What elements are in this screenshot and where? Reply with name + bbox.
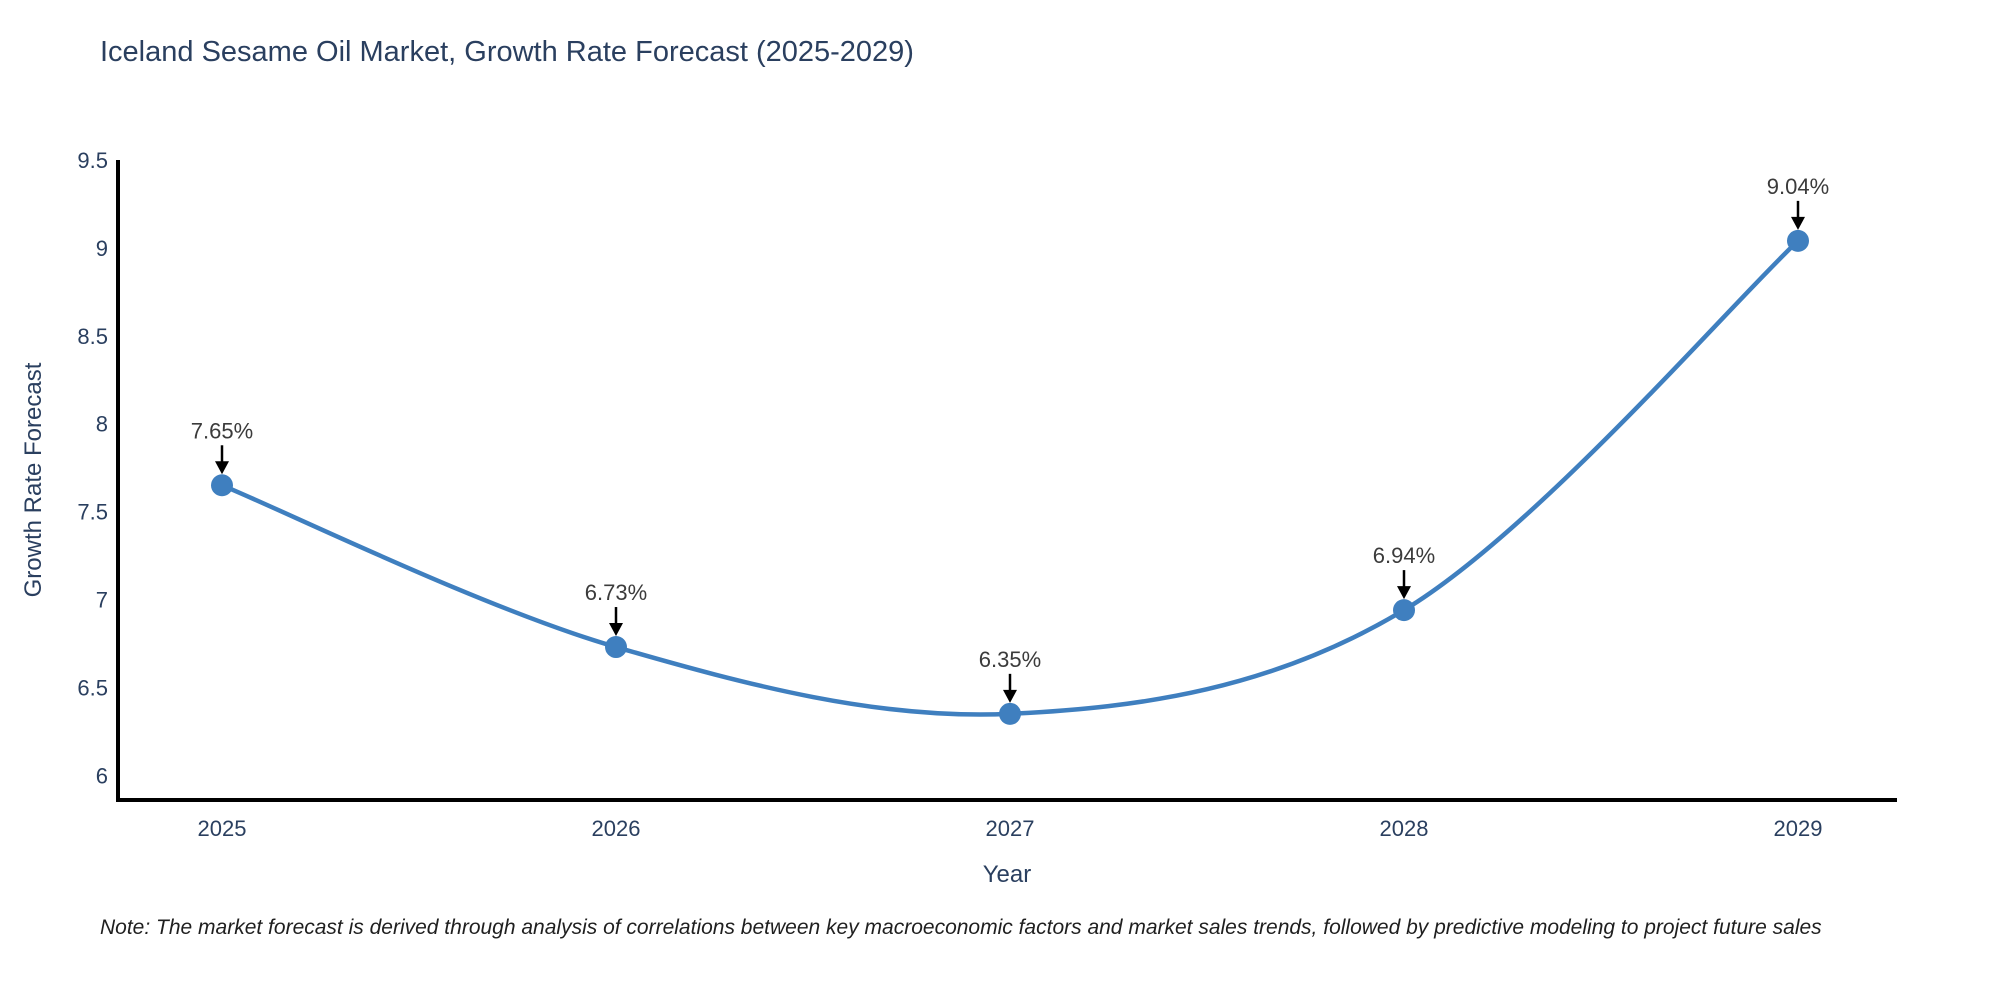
x-tick-label: 2027 <box>986 816 1035 841</box>
y-tick-label: 8 <box>96 412 108 437</box>
point-value-label: 9.04% <box>1767 174 1829 199</box>
chart-title: Iceland Sesame Oil Market, Growth Rate F… <box>100 36 914 68</box>
annotation-arrow-head-icon <box>1003 689 1017 703</box>
y-tick-label: 9 <box>96 236 108 261</box>
x-tick-label: 2025 <box>198 816 247 841</box>
point-value-label: 6.73% <box>585 580 647 605</box>
trend-line <box>219 238 1801 717</box>
x-tick-label: 2029 <box>1774 816 1823 841</box>
point-value-label: 6.35% <box>979 647 1041 672</box>
footnote: Note: The market forecast is derived thr… <box>100 916 1822 939</box>
y-tick-label: 9.5 <box>77 148 108 173</box>
data-point-marker <box>999 702 1021 725</box>
data-point-marker <box>605 636 627 659</box>
annotation-arrow-head-icon <box>215 461 229 475</box>
y-tick-label: 7 <box>96 588 108 613</box>
data-point-marker <box>1393 599 1415 622</box>
point-value-label: 6.94% <box>1373 543 1435 568</box>
data-point-marker <box>211 474 233 497</box>
y-tick-label: 8.5 <box>77 324 108 349</box>
y-tick-label: 7.5 <box>77 500 108 525</box>
y-tick-label: 6.5 <box>77 675 108 700</box>
annotation-arrow-head-icon <box>609 623 623 637</box>
annotation-arrow-head-icon <box>1397 586 1411 600</box>
x-tick-label: 2028 <box>1380 816 1429 841</box>
data-point-marker <box>1787 229 1809 252</box>
x-axis-title: Year <box>982 861 1032 888</box>
x-tick-label: 2026 <box>592 816 641 841</box>
point-value-label: 7.65% <box>191 418 253 443</box>
y-tick-label: 6 <box>96 763 108 788</box>
annotation-arrow-head-icon <box>1791 216 1805 230</box>
